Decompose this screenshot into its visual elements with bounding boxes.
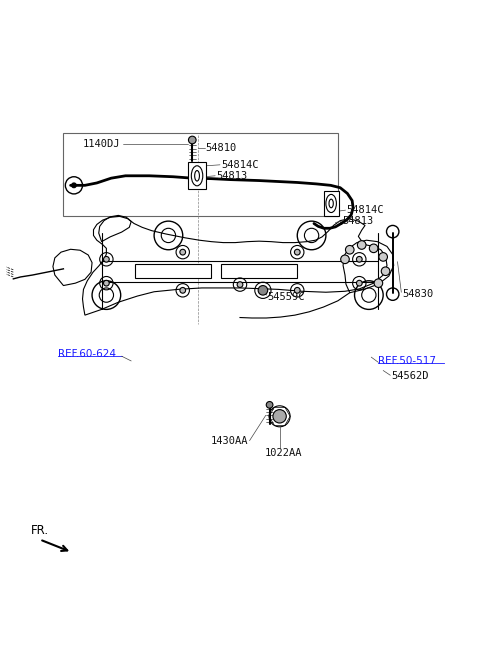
Text: FR.: FR. [31,524,49,537]
Text: REF.50-517: REF.50-517 [378,356,436,366]
Circle shape [180,288,186,293]
Bar [135,264,211,279]
Circle shape [258,286,268,295]
Text: 1430AA: 1430AA [211,436,249,445]
Circle shape [266,401,273,408]
Text: 54814C: 54814C [347,205,384,215]
Bar [324,191,339,216]
Text: 54813: 54813 [343,216,374,226]
Circle shape [273,409,286,423]
Circle shape [369,244,378,253]
Bar [221,264,297,279]
Circle shape [379,253,387,261]
Text: REF.60-624: REF.60-624 [58,349,116,359]
Bar [63,133,338,216]
Circle shape [346,246,354,254]
Circle shape [357,281,362,286]
Circle shape [189,136,196,144]
Text: 54813: 54813 [216,171,247,181]
Circle shape [357,256,362,262]
Circle shape [358,240,366,249]
Text: 1140DJ: 1140DJ [83,139,120,149]
Bar [189,162,205,189]
Circle shape [294,288,300,293]
Circle shape [341,255,349,263]
Text: 54562D: 54562D [392,371,429,381]
Circle shape [237,282,243,288]
Text: 54559C: 54559C [268,292,305,302]
Text: 1022AA: 1022AA [265,447,302,457]
Circle shape [180,249,186,255]
Circle shape [104,281,109,286]
Circle shape [104,256,109,262]
Circle shape [381,267,390,275]
Text: 54810: 54810 [205,143,237,153]
Circle shape [72,183,76,188]
Text: 54814C: 54814C [221,160,258,170]
Circle shape [294,249,300,255]
Circle shape [374,279,383,288]
Text: 54830: 54830 [402,289,433,299]
